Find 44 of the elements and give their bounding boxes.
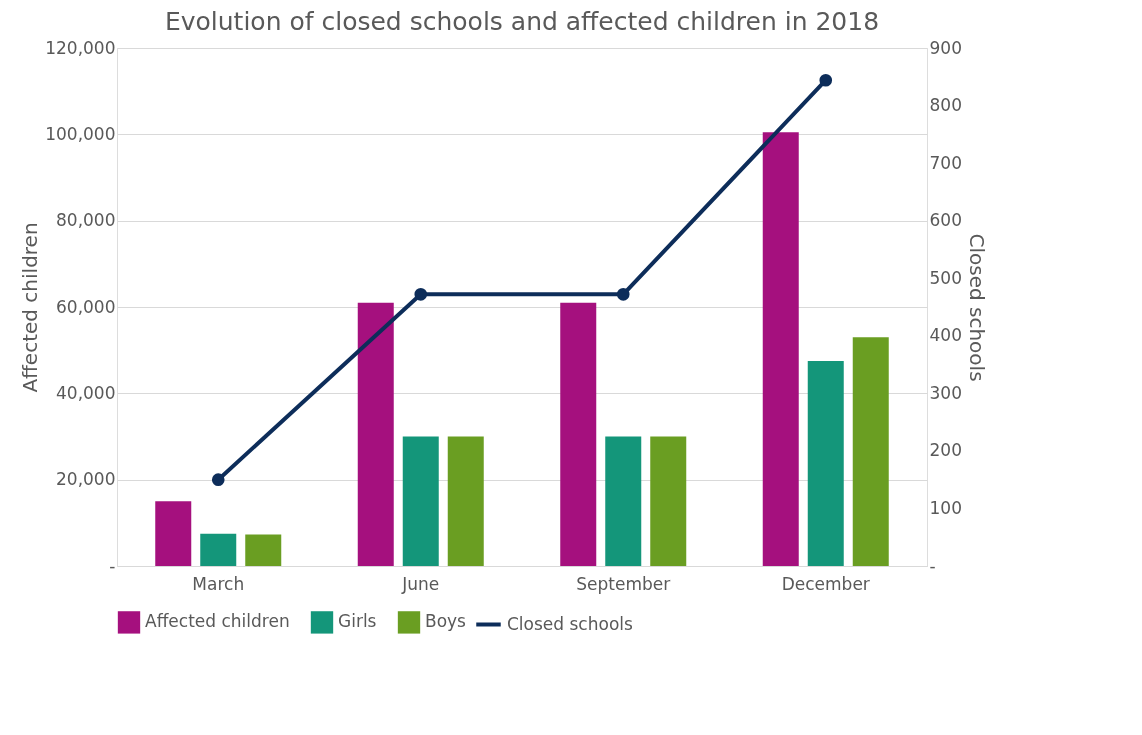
bar xyxy=(357,302,394,566)
x-tick-label: September xyxy=(576,573,671,594)
y-tick-label: 80,000 xyxy=(56,210,116,231)
point xyxy=(414,288,428,301)
bar xyxy=(245,534,282,566)
x-tick-label: December xyxy=(781,573,870,594)
legend-label: Girls xyxy=(338,611,377,632)
chart-title: Evolution of closed schools and affected children in 2018 xyxy=(164,7,880,36)
y-tick-label: 60,000 xyxy=(56,296,116,317)
bar xyxy=(807,360,844,566)
y2-tick-label: 200 xyxy=(929,440,962,461)
bar xyxy=(402,436,439,566)
bar xyxy=(155,501,192,566)
bar xyxy=(605,436,642,566)
bar xyxy=(200,533,237,566)
y2-tick-label: 800 xyxy=(929,95,962,116)
y2-tick-label: - xyxy=(929,555,936,576)
y2-axis-title: Closed schools xyxy=(964,233,989,382)
y2-tick-label: 700 xyxy=(929,152,962,173)
y-tick-label: - xyxy=(109,555,116,576)
y-tick-label: 120,000 xyxy=(45,37,116,58)
y2-tick-label: 400 xyxy=(929,325,962,346)
y2-tick-label: 300 xyxy=(929,382,962,403)
bar xyxy=(560,302,597,566)
y2-tick-label: 500 xyxy=(929,267,962,288)
y-tick-label: 20,000 xyxy=(56,469,116,490)
bar xyxy=(447,436,484,566)
x-tick-label: June xyxy=(401,573,440,594)
point xyxy=(819,73,833,87)
bar xyxy=(852,337,889,566)
legend-label: Boys xyxy=(425,611,467,632)
point xyxy=(211,473,225,486)
x-tick-label: March xyxy=(192,573,245,594)
bar xyxy=(650,436,687,566)
y-tick-label: 40,000 xyxy=(56,382,116,403)
legend-label: Affected children xyxy=(145,611,290,632)
bar xyxy=(762,132,799,566)
point xyxy=(616,288,630,301)
y-tick-label: 100,000 xyxy=(45,123,116,144)
legend-label: Closed schools xyxy=(507,613,634,634)
y2-tick-label: 100 xyxy=(929,497,962,518)
y-axis-title: Affected children xyxy=(18,222,43,393)
y2-tick-label: 600 xyxy=(929,210,962,231)
y2-tick-label: 900 xyxy=(929,37,962,58)
